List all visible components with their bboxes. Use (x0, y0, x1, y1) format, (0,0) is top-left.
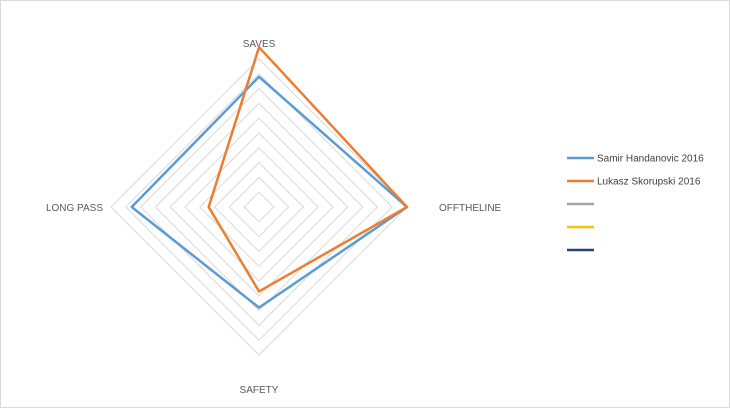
axis-label-offtheline: OFFTHELINE (439, 203, 502, 214)
axis-label-saves: SAVES (243, 39, 276, 50)
axis-labels: SAVES OFFTHELINE SAFETY LONG PASS (46, 39, 502, 396)
legend-item: Lukasz Skorupski 2016 (567, 177, 701, 188)
grid-ring (154, 102, 364, 312)
grid-ring (213, 161, 305, 253)
grid-ring (125, 73, 393, 341)
grid-ring (228, 176, 290, 238)
grid-ring (199, 147, 319, 267)
radar-grid (110, 58, 408, 356)
axis-label-safety: SAFETY (240, 385, 279, 396)
grid-ring (184, 132, 334, 282)
legend-item: Samir Handanovic 2016 (567, 154, 704, 165)
grid-ring (169, 117, 349, 297)
grid-ring (110, 58, 408, 356)
series-line-2 (207, 45, 409, 293)
axis-label-long-pass: LONG PASS (46, 203, 103, 214)
series-line-1 (130, 75, 409, 309)
grid-ring (139, 87, 379, 327)
grid-ring (243, 191, 275, 223)
series-lines (130, 45, 409, 309)
legend-label: Samir Handanovic 2016 (597, 154, 704, 165)
legend-label: Lukasz Skorupski 2016 (597, 177, 701, 188)
legend: Samir Handanovic 2016 Lukasz Skorupski 20… (567, 154, 704, 252)
